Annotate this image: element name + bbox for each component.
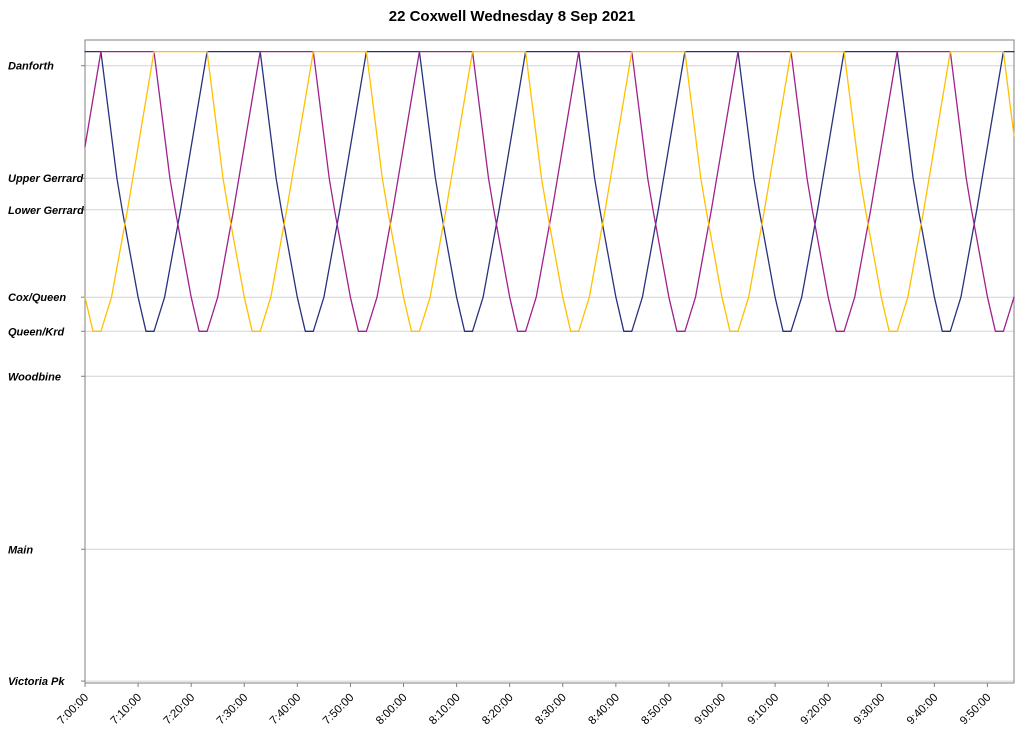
x-axis-label: 9:10:00 [746, 692, 782, 728]
x-axis-label: 9:00:00 [693, 692, 729, 728]
x-axis-label: 8:50:00 [639, 692, 675, 728]
x-axis-label: 8:20:00 [480, 692, 516, 728]
y-axis-label: Queen/Krd [8, 326, 65, 338]
series-line-vehicle-3 [84, 50, 1015, 332]
x-axis-label: 7:20:00 [162, 692, 198, 728]
x-axis-label: 8:40:00 [586, 692, 622, 728]
x-axis-label: 8:30:00 [533, 692, 569, 728]
x-axis-label: 8:00:00 [374, 692, 410, 728]
x-axis-label: 7:30:00 [215, 692, 251, 728]
y-axis-label: Danforth [8, 61, 54, 73]
series-line-vehicle-1 [84, 50, 1015, 332]
plot-border [84, 39, 1015, 684]
plot-area [85, 40, 1014, 683]
y-axis-label: Lower Gerrard [8, 205, 84, 217]
chart-title: 22 Coxwell Wednesday 8 Sep 2021 [388, 8, 636, 25]
x-axis-label: 7:50:00 [321, 692, 357, 728]
y-axis-label: Cox/Queen [8, 292, 66, 304]
x-axis-label: 7:00:00 [56, 692, 92, 728]
x-axis-label: 9:30:00 [852, 692, 888, 728]
y-axis-label: Upper Gerrard [8, 173, 83, 185]
y-axis-label: Victoria Pk [8, 676, 65, 688]
x-axis-label: 9:40:00 [905, 692, 941, 728]
x-axis-label: 7:40:00 [268, 692, 304, 728]
x-axis-label: 9:20:00 [799, 692, 835, 728]
x-axis-label: 9:50:00 [958, 692, 994, 728]
x-axis-label: 8:10:00 [427, 692, 463, 728]
y-axis-label: Woodbine [8, 371, 61, 383]
series-line-vehicle-2 [84, 50, 1015, 332]
x-axis-label: 7:10:00 [109, 692, 145, 728]
y-axis-label: Main [8, 544, 33, 556]
